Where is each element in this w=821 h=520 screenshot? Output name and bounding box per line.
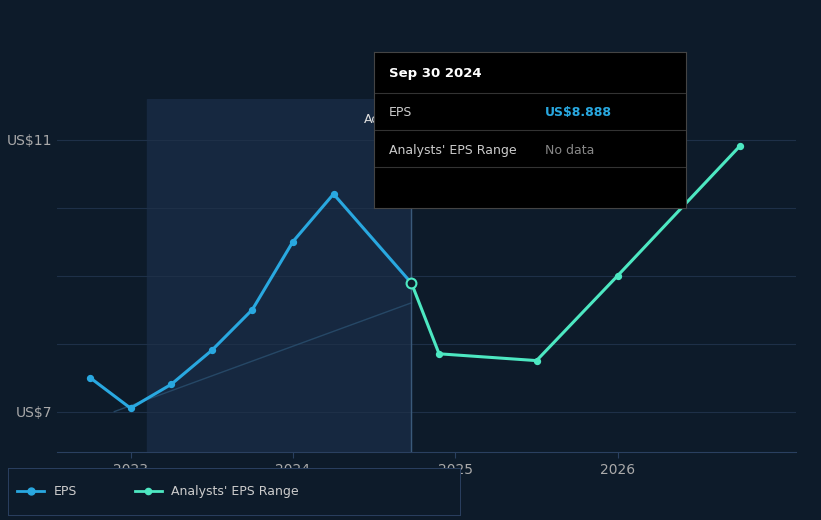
Text: Analysts' EPS Range: Analysts' EPS Range — [171, 485, 298, 498]
Text: No data: No data — [545, 144, 594, 157]
Point — [405, 279, 418, 288]
Text: EPS: EPS — [389, 107, 412, 120]
Text: Sep 30 2024: Sep 30 2024 — [389, 68, 482, 80]
Point — [530, 356, 544, 365]
Text: Actual: Actual — [365, 113, 403, 126]
Point — [205, 346, 218, 355]
Point — [245, 305, 259, 314]
Point — [733, 142, 746, 151]
Text: Analysts' EPS Range: Analysts' EPS Range — [389, 144, 516, 157]
Point — [405, 279, 418, 288]
Point — [25, 487, 38, 496]
Point — [124, 404, 137, 412]
Point — [164, 380, 177, 388]
Bar — [147, 99, 411, 452]
Point — [287, 238, 300, 246]
Point — [142, 487, 155, 496]
Text: EPS: EPS — [53, 485, 76, 498]
Text: Analysts Forecasts: Analysts Forecasts — [420, 113, 536, 126]
Point — [611, 271, 624, 280]
Point — [84, 373, 97, 382]
Point — [327, 190, 340, 198]
Point — [405, 279, 418, 288]
Text: US$8.888: US$8.888 — [545, 107, 612, 120]
Point — [433, 349, 446, 358]
